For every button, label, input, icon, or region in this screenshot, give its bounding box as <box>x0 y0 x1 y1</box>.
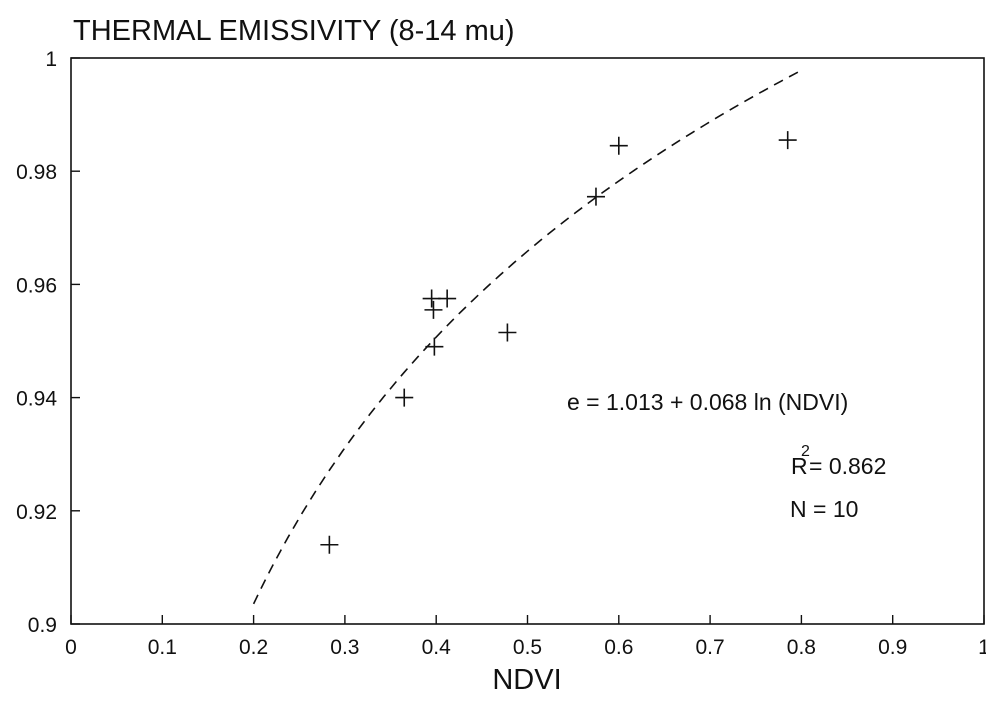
x-axis-label: NDVI <box>492 664 561 696</box>
data-point-6 <box>498 323 517 342</box>
data-points <box>320 131 797 554</box>
x-tick-label-8: 0.8 <box>787 636 816 659</box>
data-point-1 <box>395 388 414 407</box>
data-point-4 <box>425 337 444 356</box>
y-axis-tick-labels: 0.9 0.92 0.94 0.96 0.98 1 <box>16 48 57 637</box>
x-axis-tick-labels: 0 0.1 0.2 0.3 0.4 0.5 0.6 0.7 0.8 0.9 1 <box>65 636 986 659</box>
fit-curve-dashed <box>252 69 802 605</box>
x-tick-label-10: 1 <box>978 636 986 659</box>
x-tick-label-7: 0.7 <box>695 636 724 659</box>
data-point-3 <box>424 300 443 319</box>
data-point-8 <box>609 136 628 155</box>
y-tick-label-5: 1 <box>45 48 57 71</box>
r-squared-symbol: R <box>791 453 808 479</box>
data-point-9 <box>778 131 797 150</box>
fit-equation: e = 1.013 + 0.068 ln (NDVI) <box>567 389 848 415</box>
y-tick-label-0: 0.9 <box>28 614 57 637</box>
data-point-7 <box>586 187 605 206</box>
r-squared-superscript: 2 <box>801 443 810 460</box>
plot-area-frame <box>70 57 985 625</box>
x-tick-label-5: 0.5 <box>513 636 542 659</box>
x-tick-label-3: 0.3 <box>330 636 359 659</box>
r-squared-value: = 0.862 <box>809 453 886 479</box>
y-tick-label-1: 0.92 <box>16 501 57 524</box>
r-squared-annotation: R 2 = 0.862 <box>791 443 886 479</box>
data-point-0 <box>320 535 339 554</box>
data-point-5 <box>438 289 457 308</box>
x-tick-label-2: 0.2 <box>239 636 268 659</box>
y-tick-label-4: 0.98 <box>16 161 57 184</box>
sample-count: N = 10 <box>790 496 858 522</box>
x-tick-label-9: 0.9 <box>878 636 907 659</box>
y-axis-ticks <box>71 57 80 625</box>
x-tick-label-4: 0.4 <box>422 636 452 659</box>
x-tick-label-0: 0 <box>65 636 77 659</box>
x-tick-label-6: 0.6 <box>604 636 633 659</box>
x-axis-ticks <box>70 615 985 624</box>
x-tick-label-1: 0.1 <box>148 636 177 659</box>
data-point-2 <box>422 289 441 308</box>
y-tick-label-3: 0.96 <box>16 274 57 297</box>
chart-title: THERMAL EMISSIVITY (8-14 mu) <box>73 15 515 47</box>
y-tick-label-2: 0.94 <box>16 388 57 411</box>
